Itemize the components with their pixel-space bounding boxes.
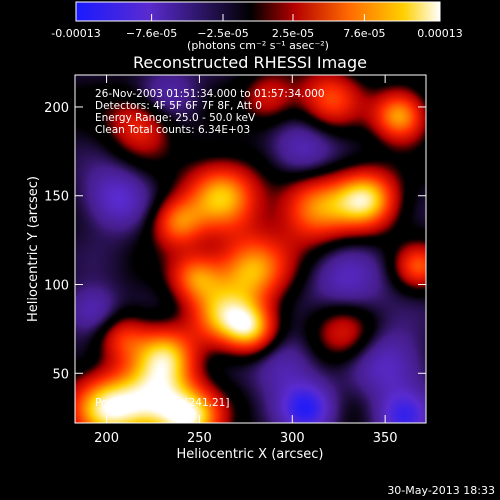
plot-frame <box>74 74 427 424</box>
heatmap-image <box>75 75 426 423</box>
annotation-detectors: Detectors: 4F 5F 6F 7F 8F, Att 0 <box>95 100 262 112</box>
colorbar <box>75 1 441 22</box>
footer-timestamp: 30-May-2013 18:33 <box>387 484 495 497</box>
y-tick-label: 150 <box>44 190 69 205</box>
x-tick-label: 300 <box>280 431 305 446</box>
x-tick-label: 350 <box>373 431 398 446</box>
colorbar-tick-label: -0.00013 <box>51 27 100 40</box>
colorbar-tick-label: 0.00013 <box>417 27 463 40</box>
annotation-peak-position: Position of Peak: [241,21] <box>95 397 229 409</box>
y-axis-ticks: 50 100 150 200 <box>44 101 426 382</box>
y-tick-label: 200 <box>44 101 69 116</box>
annotation-clean-counts: Clean Total counts: 6.34E+03 <box>95 124 250 136</box>
y-tick-label: 100 <box>44 279 69 294</box>
colorbar-tick-label: −7.6e-05 <box>126 27 177 40</box>
colorbar-tick-label: 7.6e-05 <box>343 27 385 40</box>
y-axis-title: Heliocentric Y (arcsec) <box>26 176 41 322</box>
colorbar-tick-label: −2.5e-05 <box>197 27 248 40</box>
chart-title: Reconstructed RHESSI Image <box>133 53 367 72</box>
colorbar-ticks: -0.00013 −7.6e-05 −2.5e-05 2.5e-05 7.6e-05 0.… <box>51 14 463 40</box>
colorbar-tick-label: 2.5e-05 <box>272 27 314 40</box>
x-axis-ticks: 200 250 300 350 <box>94 75 398 446</box>
annotation-energy-range: Energy Range: 25.0 - 50.0 keV <box>95 112 256 124</box>
y-tick-label: 50 <box>52 367 69 382</box>
x-tick-label: 250 <box>187 431 212 446</box>
colorbar-unit-label: (photons cm⁻² s⁻¹ asec⁻²) <box>187 39 329 52</box>
x-axis-title: Heliocentric X (arcsec) <box>177 447 324 462</box>
annotation-time-range: 26-Nov-2003 01:51:34.000 to 01:57:34.000 <box>95 88 325 100</box>
x-tick-label: 200 <box>94 431 119 446</box>
